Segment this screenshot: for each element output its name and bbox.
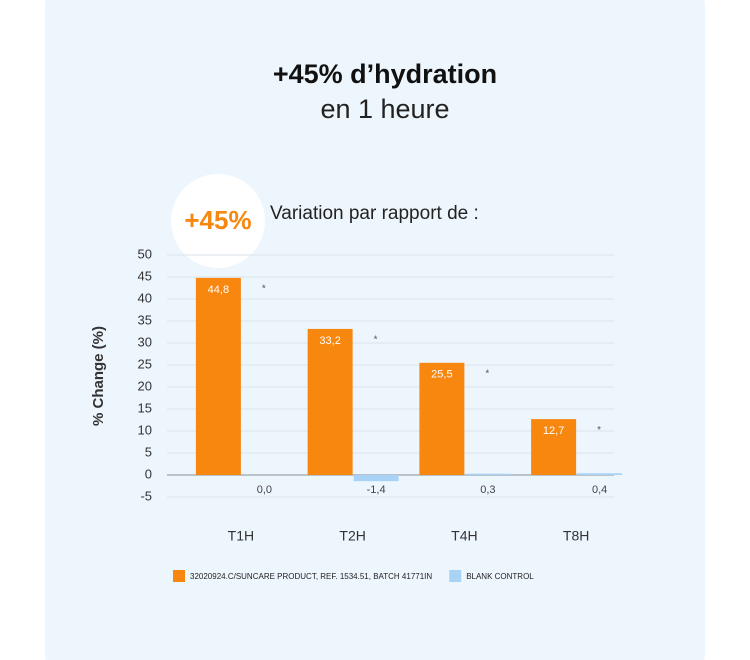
caption: Variation par rapport de :	[270, 203, 479, 224]
bar	[195, 277, 241, 475]
annotation: *	[262, 284, 266, 295]
chart-title: +45% d’hydration	[273, 59, 497, 89]
legend-label: BLANK CONTROL	[466, 572, 534, 581]
value-label: 25,5	[431, 369, 452, 381]
value-label: 33,2	[319, 335, 340, 347]
bar	[307, 328, 353, 475]
y-tick-label: 0	[145, 466, 152, 481]
legend-swatch	[173, 570, 185, 582]
x-tick-label: T2H	[339, 528, 365, 544]
x-tick-label: T1H	[228, 528, 254, 544]
bar	[465, 473, 511, 475]
x-tick-label: T4H	[451, 528, 477, 544]
y-tick-label: 15	[138, 400, 152, 415]
card	[45, 0, 705, 660]
value-label: 0,4	[592, 484, 607, 496]
annotation: *	[597, 425, 601, 436]
chart-subtitle: en 1 heure	[320, 94, 449, 124]
annotation: *	[485, 368, 489, 379]
bar	[577, 473, 623, 475]
y-axis-label: % Change (%)	[90, 326, 107, 426]
y-tick-label: 20	[138, 378, 152, 393]
y-tick-label: 35	[138, 312, 152, 327]
value-label: 0,3	[480, 484, 495, 496]
annotation: *	[374, 335, 378, 346]
value-label: 44,8	[208, 284, 229, 296]
y-tick-label: 10	[138, 422, 152, 437]
bar	[419, 362, 465, 475]
bar	[531, 419, 577, 475]
value-label: 12,7	[543, 425, 564, 437]
legend-label: 32020924.C/SUNCARE PRODUCT, REF. 1534.51…	[190, 572, 432, 581]
y-tick-label: 40	[138, 290, 152, 305]
bar	[353, 475, 399, 482]
y-tick-label: 45	[138, 268, 152, 283]
y-tick-label: 30	[138, 334, 152, 349]
badge-circle	[171, 174, 265, 268]
badge: +45%	[184, 205, 251, 235]
y-tick-label: -5	[140, 488, 152, 503]
x-tick-label: T8H	[563, 528, 589, 544]
value-label: 0,0	[257, 484, 272, 496]
value-label: -1,4	[367, 484, 386, 496]
y-tick-label: 25	[138, 356, 152, 371]
y-tick-label: 50	[138, 246, 152, 261]
legend-swatch	[449, 570, 462, 582]
y-tick-label: 5	[145, 444, 152, 459]
